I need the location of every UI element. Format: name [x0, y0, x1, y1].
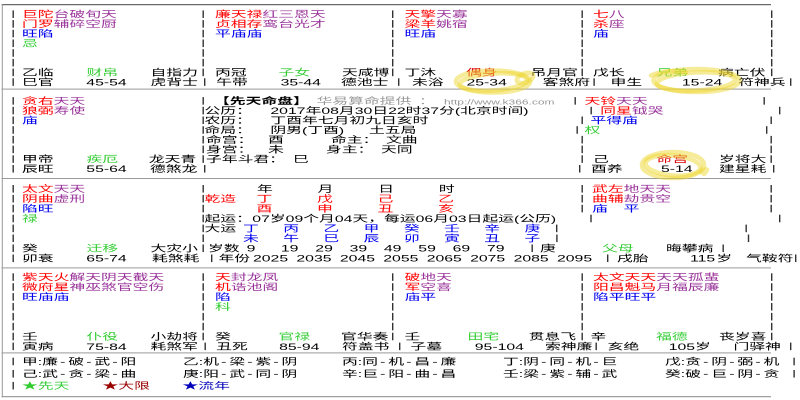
- svg-text:69: 69: [453, 243, 471, 254]
- svg-text:-: -: [406, 368, 411, 379]
- svg-text:04: 04: [335, 213, 353, 224]
- svg-text::: :: [358, 368, 362, 379]
- svg-text::: :: [38, 368, 42, 379]
- svg-text:15-24: 15-24: [682, 77, 722, 88]
- svg-text:85-94: 85-94: [279, 341, 319, 352]
- svg-text:-: -: [432, 356, 437, 367]
- svg-text::: :: [519, 368, 523, 379]
- svg-text:2025: 2025: [253, 253, 288, 264]
- svg-text:-: -: [273, 356, 278, 367]
- svg-text:07: 07: [252, 213, 270, 224]
- svg-text::: :: [681, 368, 685, 379]
- svg-text:(: (: [302, 125, 308, 136]
- svg-text:08: 08: [321, 105, 339, 116]
- svg-text:-: -: [60, 356, 65, 367]
- svg-text:-: -: [703, 368, 708, 379]
- svg-text:2055: 2055: [383, 253, 418, 264]
- svg-text:-: -: [112, 368, 117, 379]
- svg-text::: :: [38, 356, 42, 367]
- svg-text:45-54: 45-54: [86, 77, 126, 88]
- svg-text:-: -: [112, 356, 117, 367]
- svg-text:-: -: [86, 368, 91, 379]
- svg-text:2035: 2035: [296, 253, 331, 264]
- svg-text:-: -: [729, 356, 734, 367]
- svg-text:30: 30: [355, 105, 373, 116]
- svg-text:-: -: [755, 368, 760, 379]
- svg-text:): ): [339, 125, 344, 136]
- svg-text:115: 115: [690, 253, 715, 264]
- svg-text:2085: 2085: [514, 253, 549, 264]
- svg-text:2017: 2017: [270, 105, 305, 116]
- svg-text:95-104: 95-104: [475, 341, 524, 352]
- svg-text:9: 9: [247, 243, 256, 254]
- svg-text:-: -: [755, 356, 760, 367]
- svg-text:37: 37: [421, 105, 439, 116]
- svg-text:-: -: [221, 368, 226, 379]
- svg-text:22: 22: [388, 105, 406, 116]
- svg-text:-: -: [541, 368, 546, 379]
- svg-text:-: -: [567, 368, 572, 379]
- svg-text:25-34: 25-34: [467, 77, 507, 88]
- svg-text:2095: 2095: [557, 253, 592, 264]
- svg-text::: :: [519, 356, 523, 367]
- svg-text:-: -: [273, 368, 278, 379]
- svg-text:): ): [551, 213, 556, 224]
- svg-text:49: 49: [384, 243, 402, 254]
- svg-text:2075: 2075: [470, 253, 505, 264]
- svg-text:55-64: 55-64: [86, 163, 126, 174]
- svg-text:-: -: [247, 368, 252, 379]
- svg-text:59: 59: [418, 243, 436, 254]
- svg-text:79: 79: [487, 243, 505, 254]
- svg-text:-: -: [380, 368, 385, 379]
- svg-text::: :: [358, 356, 362, 367]
- svg-text:75-84: 75-84: [86, 341, 126, 352]
- svg-text:5-14: 5-14: [661, 163, 693, 174]
- svg-text::: :: [199, 356, 203, 367]
- svg-text:2045: 2045: [340, 253, 375, 264]
- svg-text:-: -: [60, 368, 65, 379]
- svg-text:29: 29: [315, 243, 333, 254]
- svg-text:-: -: [541, 356, 546, 367]
- svg-text:09: 09: [286, 213, 304, 224]
- svg-text:-: -: [86, 356, 91, 367]
- svg-text:-: -: [406, 356, 411, 367]
- svg-text:-: -: [703, 356, 708, 367]
- svg-text:03: 03: [449, 213, 467, 224]
- svg-text:): ): [523, 105, 528, 116]
- svg-text:(: (: [514, 213, 520, 224]
- svg-text:-: -: [593, 356, 598, 367]
- svg-text:-: -: [432, 368, 437, 379]
- svg-text:39: 39: [350, 243, 368, 254]
- svg-text:http://www.k366.com: http://www.k366.com: [444, 98, 554, 106]
- svg-text:35-44: 35-44: [281, 77, 321, 88]
- svg-text:-: -: [567, 356, 572, 367]
- svg-text:06: 06: [416, 213, 434, 224]
- svg-text::: :: [199, 368, 203, 379]
- svg-text:-: -: [221, 356, 226, 367]
- svg-text:-: -: [380, 356, 385, 367]
- svg-text:-: -: [247, 356, 252, 367]
- svg-text:(: (: [455, 105, 461, 116]
- svg-text::: :: [681, 356, 685, 367]
- svg-text:19: 19: [281, 243, 299, 254]
- svg-text:-: -: [593, 368, 598, 379]
- svg-text:105: 105: [669, 341, 695, 352]
- svg-text:-: -: [729, 368, 734, 379]
- svg-text:65-74: 65-74: [86, 253, 126, 264]
- svg-text:2065: 2065: [427, 253, 462, 264]
